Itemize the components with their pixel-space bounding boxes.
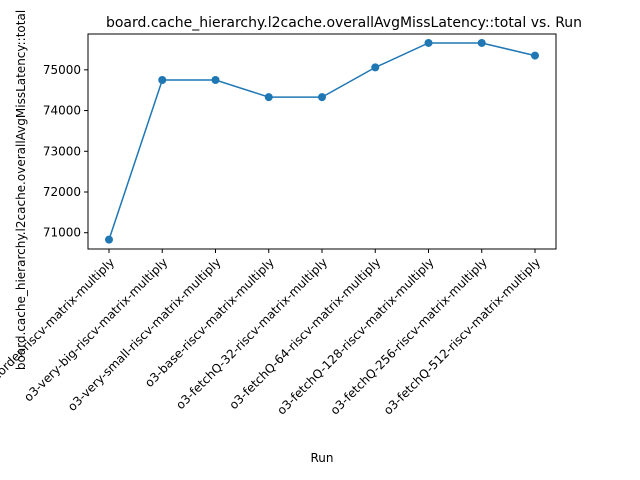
x-axis-label: Run [310, 451, 333, 465]
data-point [424, 38, 433, 47]
data-point [105, 235, 113, 244]
y-tick-label: 75000 [43, 63, 81, 77]
y-tick-label: 74000 [43, 104, 81, 118]
data-point [318, 93, 326, 102]
plot-area [87, 33, 557, 250]
data-point [531, 51, 539, 60]
series-line [108, 42, 536, 240]
y-axis-label: board.cache_hierarchy.l2cache.overallAvg… [14, 10, 28, 370]
x-axis-ticks: inorder-riscv-matrix-multiplyo3-very-big… [0, 249, 543, 418]
data-series [105, 38, 539, 244]
y-axis-ticks: 71000 72000 73000 74000 75000 [43, 63, 88, 240]
data-point [477, 38, 486, 47]
y-tick-label: 73000 [43, 144, 81, 158]
chart-title: board.cache_hierarchy.l2cache.overallAvg… [106, 15, 582, 31]
data-point [211, 76, 220, 85]
y-tick-label: 72000 [43, 185, 81, 199]
y-tick-label: 71000 [43, 226, 81, 240]
data-point [264, 93, 273, 102]
data-point [158, 76, 167, 85]
data-point [371, 63, 380, 72]
